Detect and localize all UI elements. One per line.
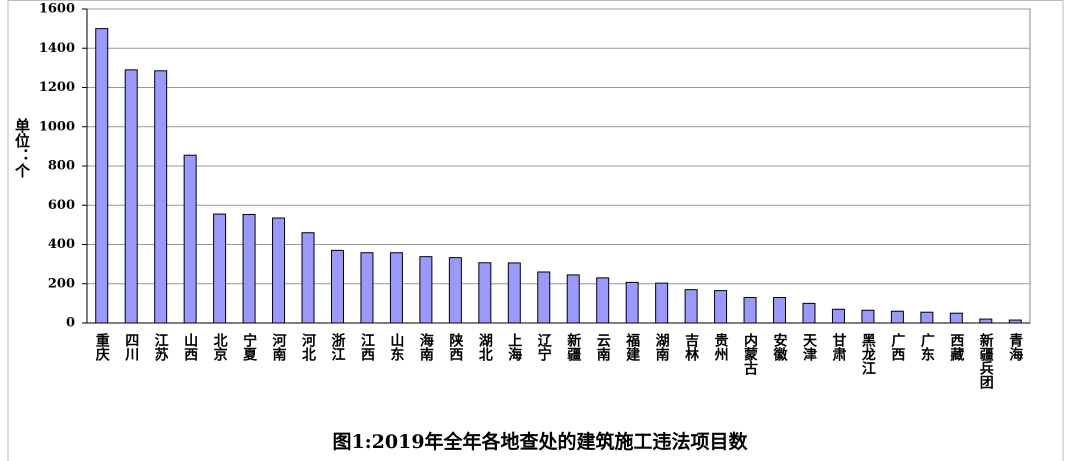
bar: [625, 281, 639, 324]
bar: [949, 312, 963, 324]
bar: [507, 262, 521, 324]
bar: [773, 296, 787, 324]
bar: [478, 262, 492, 324]
x-tick-label: 安徽: [772, 332, 789, 362]
x-tick-label: 山东: [388, 333, 404, 362]
x-tick-label: 河南: [271, 332, 287, 362]
x-tick-label: 湖北: [477, 333, 493, 362]
x-tick-label: 黑龙江: [860, 333, 877, 376]
y-tick-label: 800: [48, 159, 75, 174]
bar: [802, 302, 816, 324]
bar: [301, 232, 315, 324]
x-tick-label: 西藏: [948, 333, 964, 362]
x-tick-label: 福建: [624, 332, 641, 362]
y-tick-label: 1000: [39, 119, 75, 134]
x-tick-label: 山西: [182, 333, 198, 362]
bar: [920, 311, 934, 324]
y-tick-label: 400: [48, 237, 75, 252]
x-tick-label: 陕西: [447, 332, 463, 362]
x-tick-label: 宁夏: [241, 332, 257, 362]
x-tick-label: 云南: [595, 333, 611, 362]
y-tick-label: 1600: [39, 2, 75, 17]
y-tick-label: 1400: [39, 41, 75, 56]
bar: [272, 217, 286, 324]
y-tick-label: 200: [48, 276, 75, 291]
y-tick-label: 1200: [39, 80, 75, 95]
bar: [537, 271, 551, 324]
x-tick-label: 江西: [359, 332, 375, 362]
bar: [831, 308, 845, 324]
x-tick-label: 上海: [506, 333, 522, 362]
x-tick-label: 内蒙古: [742, 332, 758, 376]
bar: [714, 290, 728, 324]
x-tick-label: 天津: [801, 333, 817, 362]
x-tick-label: 吉林: [683, 332, 699, 362]
bar: [389, 252, 403, 324]
x-tick-label: 广东: [919, 332, 935, 362]
bar: [124, 69, 138, 324]
bar: [242, 213, 256, 324]
bar: [419, 256, 433, 324]
bar: [330, 249, 344, 324]
bar: [360, 252, 374, 324]
x-tick-label: 浙江: [329, 332, 345, 362]
chart-frame: [7, 0, 1064, 461]
x-tick-label: 四川: [123, 333, 140, 361]
bar: [154, 70, 168, 324]
x-tick-label: 北京: [212, 333, 228, 362]
bar: [596, 277, 610, 324]
y-tick-label: 0: [66, 316, 75, 331]
bar: [566, 274, 580, 324]
bar: [448, 257, 462, 324]
chart-title: 图1:2019年全年各地查处的建筑施工违法项目数: [332, 430, 748, 453]
y-tick-label: 600: [48, 198, 75, 213]
bar: [861, 309, 875, 324]
bar: [655, 282, 669, 324]
bar: [213, 213, 227, 324]
bar: [684, 289, 698, 324]
x-tick-label: 河北: [300, 332, 316, 362]
x-tick-label: 江苏: [153, 332, 169, 362]
x-tick-label: 新疆兵团: [978, 332, 994, 390]
bar: [95, 28, 109, 324]
bar: [743, 296, 757, 324]
bar: [890, 310, 904, 324]
bar: [979, 318, 993, 324]
bar: [183, 154, 197, 324]
x-tick-label: 海南: [418, 332, 434, 362]
x-tick-label: 甘肃: [830, 332, 846, 362]
x-tick-label: 重庆: [94, 332, 110, 362]
x-tick-label: 辽宁: [536, 333, 552, 362]
x-tick-label: 青海: [1007, 332, 1023, 362]
x-tick-label: 贵州: [713, 332, 730, 362]
x-tick-label: 新疆: [565, 332, 581, 362]
x-tick-label: 广西: [889, 332, 905, 362]
x-tick-label: 湖南: [654, 333, 670, 362]
y-axis-label: 单位：个: [13, 117, 31, 178]
